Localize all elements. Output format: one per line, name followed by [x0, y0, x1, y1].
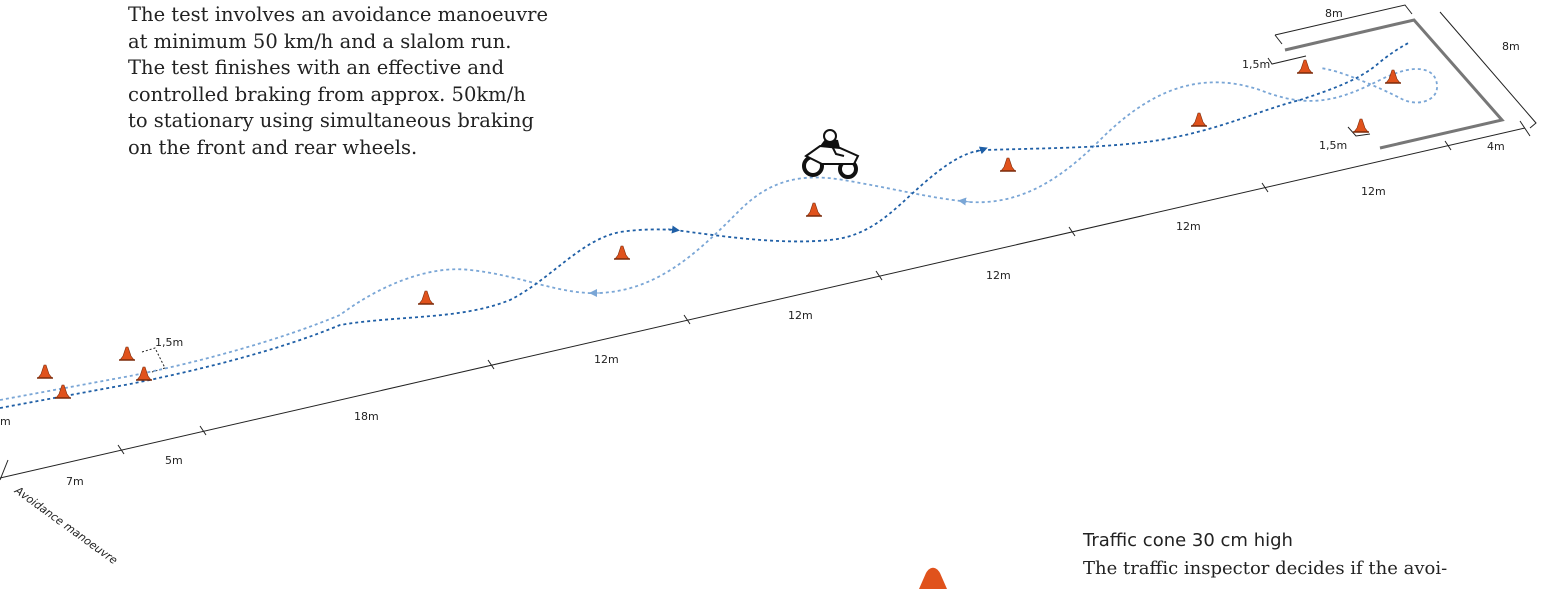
cone-description: The traffic inspector decides if the avo… [1083, 558, 1448, 579]
slalom-path-dark [0, 41, 1411, 409]
slalom-path-light [0, 67, 1438, 401]
baseline [0, 127, 1526, 479]
dim-seg-4: 12m [788, 309, 813, 322]
cone-title: Traffic cone 30 cm high [1083, 530, 1293, 551]
intro-line: The test finishes with an effective and [128, 56, 505, 79]
cone [1385, 69, 1401, 84]
intro-line: The test involves an avoidance manoeuvre [128, 3, 548, 26]
cone [614, 245, 630, 260]
cone [55, 384, 71, 399]
cone [1353, 118, 1369, 133]
path-arrow-light-2 [958, 197, 971, 206]
gate-dimension-box [141, 347, 166, 373]
intro-line: controlled braking from approx. 50km/h [128, 82, 526, 106]
dim-seg-6: 18m [354, 410, 379, 423]
dim-box-top: 8m [1325, 7, 1343, 20]
intro-line: at minimum 50 km/h and a slalom run. [128, 29, 512, 53]
path-arrow-dark-1 [667, 225, 680, 234]
dim-box-side: 8m [1502, 40, 1520, 53]
box-dimension-lines [1267, 4, 1537, 137]
intro-paragraph: The test involves an avoidance manoeuvre… [128, 2, 588, 161]
large-cone-icon [919, 567, 947, 589]
cone [418, 290, 434, 305]
intro-line: to stationary using simultaneous braking [128, 109, 534, 132]
avoidance-label: Avoidance manoeuvre [11, 483, 120, 567]
cone [806, 202, 822, 217]
dim-gate: 1,5m [155, 336, 183, 349]
braking-box [1284, 18, 1505, 150]
path-arrow-dark-2 [975, 146, 988, 155]
motorcycle-icon [802, 129, 860, 179]
cone [1297, 59, 1313, 74]
dim-gap-lower: 1,5m [1319, 139, 1347, 152]
cone [1000, 157, 1016, 172]
cone [37, 364, 53, 379]
dim-seg-5: 12m [594, 353, 619, 366]
dim-seg-8: 7m [66, 475, 84, 488]
dim-box-end: 4m [1487, 140, 1505, 153]
dim-seg-1: 12m [1361, 185, 1386, 198]
baseline-ticks [117, 120, 1531, 455]
cone [1191, 112, 1207, 127]
dim-seg-2: 12m [1176, 220, 1201, 233]
intro-line: on the front and rear wheels. [128, 135, 418, 159]
left-edge-line [0, 459, 9, 481]
cone [136, 366, 152, 381]
dim-gap-upper: 1,5m [1242, 58, 1270, 71]
dim-seg-7: 5m [165, 454, 183, 467]
dim-edge-left: m [0, 415, 11, 428]
cones [37, 59, 1401, 399]
dim-seg-3: 12m [986, 269, 1011, 282]
cone [119, 346, 135, 361]
